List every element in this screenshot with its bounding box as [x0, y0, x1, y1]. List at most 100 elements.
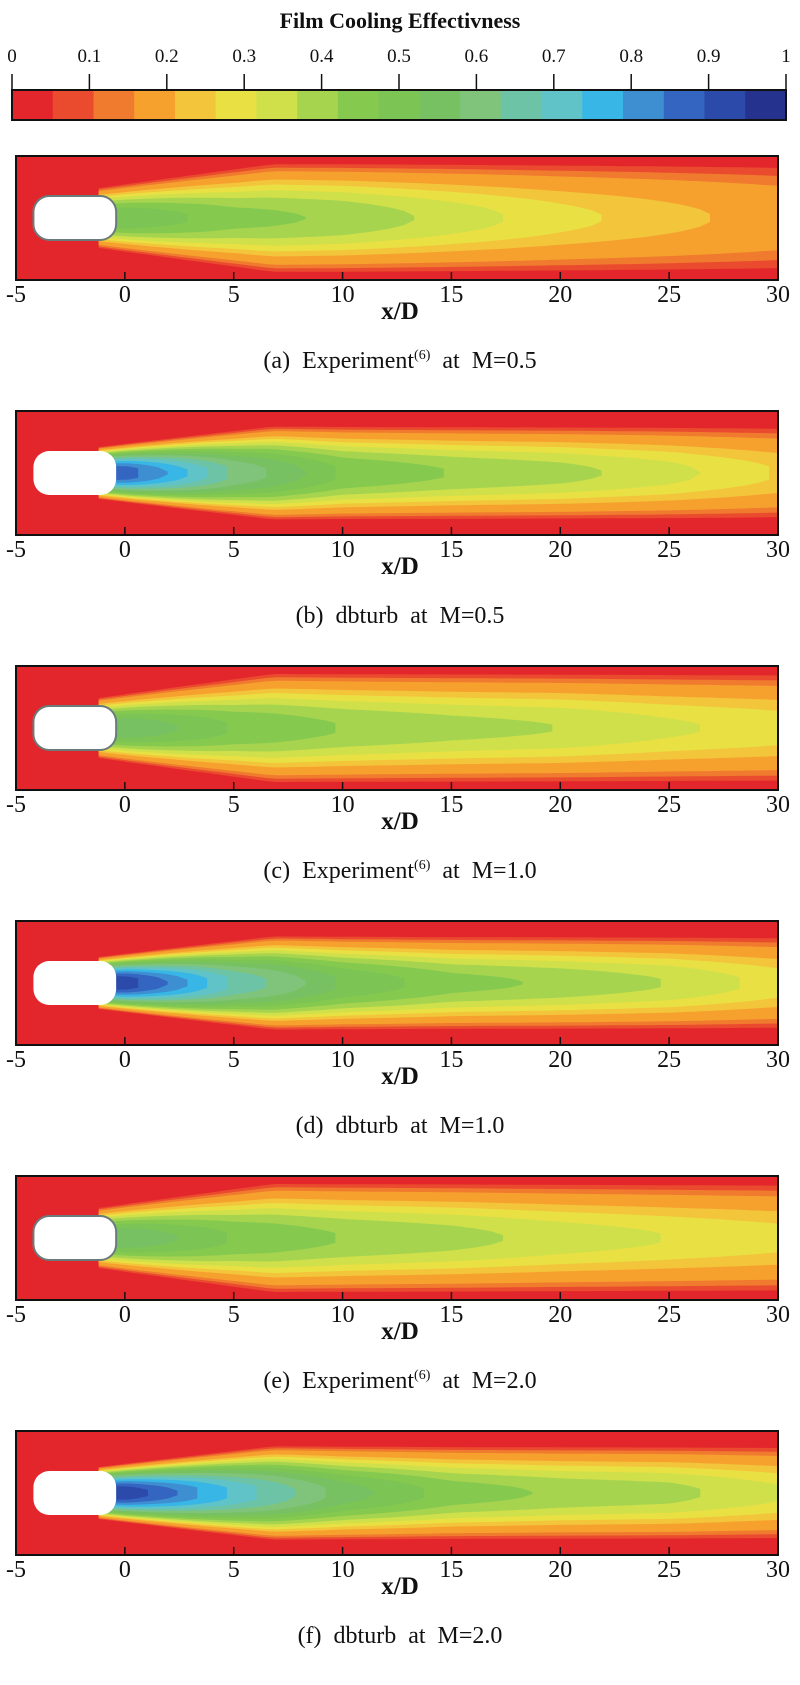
plot-frame	[15, 1430, 779, 1556]
x-axis-label: x/D	[381, 1573, 419, 1600]
x-tick-label: 25	[657, 537, 681, 563]
colorbar-swatch	[134, 90, 176, 120]
x-tick-label: 20	[548, 1047, 572, 1073]
colorbar-tick-label: 0.3	[232, 46, 256, 67]
contour-field	[98, 1446, 778, 1540]
x-tick-label: 15	[439, 537, 463, 563]
colorbar-swatch	[337, 90, 380, 120]
injection-hole	[33, 451, 117, 495]
panel-caption: (a) Experiment(6) at M=0.5	[263, 348, 537, 374]
x-tick-label: 10	[331, 792, 355, 818]
x-tick-label: 10	[331, 282, 355, 308]
x-tick-label: -5	[6, 282, 26, 308]
colorbar-swatch	[460, 90, 502, 120]
colorbar-swatch	[419, 90, 461, 120]
x-tick-label: 20	[548, 282, 572, 308]
contour-field	[98, 674, 778, 782]
x-axis-label: x/D	[381, 808, 419, 835]
panel-a: -5 0 5 10 15 20 25 30 x/D (a) Experiment(6) at …	[0, 150, 800, 374]
x-tick-label: 5	[228, 1557, 240, 1583]
x-tick-label: 30	[766, 282, 790, 308]
x-tick-label: 5	[228, 792, 240, 818]
x-tick-label: -5	[6, 537, 26, 563]
x-tick-label: 20	[548, 1302, 572, 1328]
x-axis-label: x/D	[381, 298, 419, 325]
x-tick-label: 5	[228, 1047, 240, 1073]
plot-frame	[15, 920, 779, 1046]
contour-field	[98, 936, 778, 1030]
contour-band	[98, 1228, 178, 1248]
panel-caption: (f) dbturb at M=2.0	[297, 1623, 503, 1649]
plot-frame	[15, 665, 779, 791]
x-tick-label: 25	[657, 282, 681, 308]
injection-hole	[32, 705, 118, 751]
colorbar-tick-label: 0.8	[619, 46, 643, 67]
x-tick-label: 25	[657, 792, 681, 818]
contour-band	[98, 718, 178, 738]
contour-field	[98, 164, 778, 272]
panel-caption: (c) Experiment(6) at M=1.0	[263, 858, 537, 884]
x-axis-label: x/D	[381, 553, 419, 580]
colorbar-swatch	[256, 90, 298, 120]
x-tick-label: 10	[331, 1302, 355, 1328]
x-tick-label: -5	[6, 1047, 26, 1073]
x-tick-label: 0	[119, 792, 131, 818]
x-tick-label: 25	[657, 1047, 681, 1073]
colorbar-swatch	[541, 90, 583, 120]
panel-caption: (d) dbturb at M=1.0	[295, 1113, 505, 1139]
x-tick-label: -5	[6, 1557, 26, 1583]
injection-hole	[32, 195, 118, 241]
colorbar-swatch	[174, 90, 217, 120]
injection-hole	[33, 1471, 117, 1515]
x-axis-label: x/D	[381, 1318, 419, 1345]
injection-hole	[32, 1215, 118, 1261]
colorbar-legend: Film Cooling Effectivness 0 0.1 0.2 0.3 0.4 0…	[7, 8, 791, 121]
panel-b: -5 0 5 10 15 20 25 30 x/D (b) dbturb at M=0.5	[0, 405, 800, 629]
colorbar-tick-label: 1	[781, 46, 791, 67]
x-tick-label: 10	[331, 1557, 355, 1583]
colorbar-tick-label: 0.2	[155, 46, 179, 67]
colorbar-swatch	[582, 90, 624, 120]
panel-f: -5 0 5 10 15 20 25 30 x/D (f) dbturb at M=2.0	[0, 1425, 800, 1649]
x-tick-label: 25	[657, 1302, 681, 1328]
colorbar-title: Film Cooling Effectivness	[280, 8, 521, 33]
colorbar-tick-label: 0.1	[78, 46, 102, 67]
x-tick-label: 10	[331, 537, 355, 563]
panel-e: -5 0 5 10 15 20 25 30 x/D (e) Experiment(6) at …	[0, 1170, 800, 1394]
colorbar-ticks: 0 0.1 0.2 0.3 0.4 0.5 0.6 0.7 0.8 0.9 1	[7, 46, 791, 90]
panel-caption: (e) Experiment(6) at M=2.0	[263, 1368, 537, 1394]
colorbar-swatch	[704, 90, 746, 120]
x-tick-label: 0	[119, 1047, 131, 1073]
colorbar-tick-label: 0	[7, 46, 17, 67]
colorbar-tick-label: 0.4	[310, 46, 334, 67]
plot-frame	[15, 155, 779, 281]
x-tick-label: 15	[439, 1302, 463, 1328]
x-tick-label: 20	[548, 537, 572, 563]
contour-plot-e: -5 0 5 10 15 20 25 30	[6, 1175, 790, 1328]
x-tick-label: 15	[439, 282, 463, 308]
contour-plot-c: -5 0 5 10 15 20 25 30	[6, 665, 790, 818]
x-tick-label: 0	[119, 537, 131, 563]
contour-plot-a: -5 0 5 10 15 20 25 30	[6, 155, 790, 308]
x-tick-label: 5	[228, 282, 240, 308]
colorbar-swatch	[378, 90, 420, 120]
colorbar-frame	[11, 89, 787, 121]
x-tick-label: 30	[766, 792, 790, 818]
x-tick-label: 30	[766, 1047, 790, 1073]
panel-caption: (b) dbturb at M=0.5	[295, 603, 505, 629]
contour-field	[98, 426, 778, 520]
x-tick-label: 20	[548, 792, 572, 818]
x-tick-label: 15	[439, 1557, 463, 1583]
colorbar-swatch	[623, 90, 665, 120]
contour-plot-f: -5 0 5 10 15 20 25 30	[6, 1430, 790, 1583]
panel-d: -5 0 5 10 15 20 25 30 x/D (d) dbturb at M=1.0	[0, 915, 800, 1139]
contour-plot-d: -5 0 5 10 15 20 25 30	[6, 920, 790, 1073]
x-tick-label: -5	[6, 1302, 26, 1328]
colorbar-swatch	[745, 90, 787, 120]
x-tick-label: 5	[228, 1302, 240, 1328]
x-tick-label: 5	[228, 537, 240, 563]
x-axis-label: x/D	[381, 1063, 419, 1090]
colorbar-tick-label: 0.9	[697, 46, 721, 67]
x-tick-label: 20	[548, 1557, 572, 1583]
x-tick-label: -5	[6, 792, 26, 818]
